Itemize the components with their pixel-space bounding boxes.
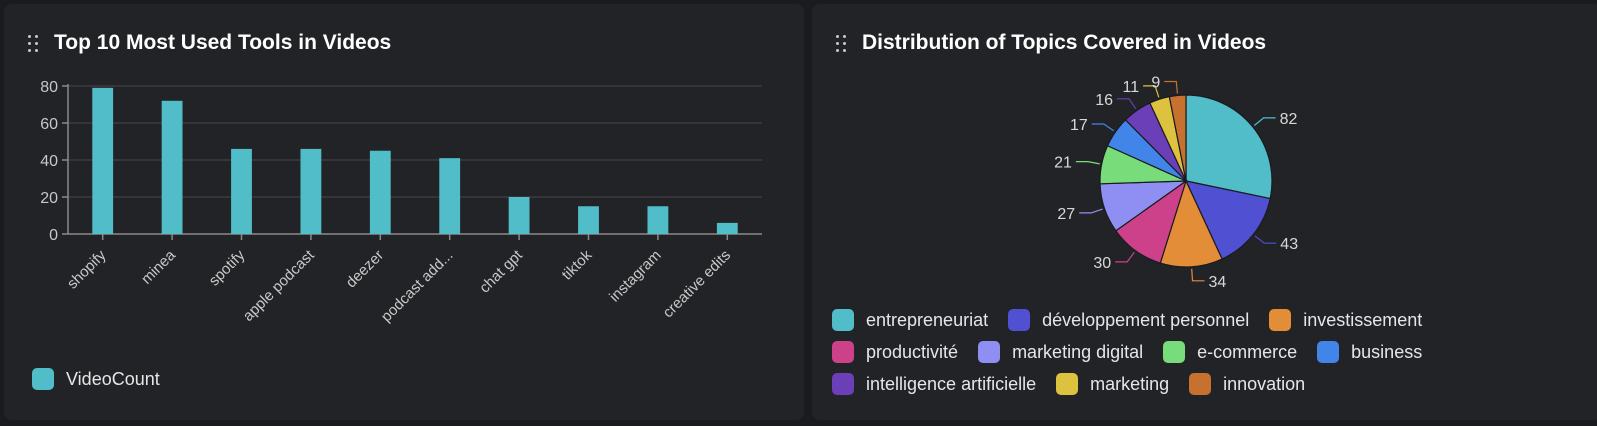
legend-label: VideoCount	[66, 368, 160, 389]
pie-data-label: 17	[1070, 117, 1088, 134]
y-tick-label: 60	[40, 116, 58, 133]
y-tick-label: 80	[40, 79, 58, 96]
legend-item[interactable]: marketing digital	[978, 341, 1163, 363]
bar[interactable]	[300, 148, 322, 234]
pie-label-leader	[1191, 268, 1205, 282]
pie-slice[interactable]	[1159, 179, 1223, 268]
x-tick-label: minea	[138, 246, 179, 287]
legend-label: entrepreneuriat	[866, 309, 989, 330]
bar[interactable]	[231, 148, 252, 234]
pie-chart: 82 43 34 30 27 21 17 16 11 9	[1054, 75, 1298, 291]
panel-topic-distribution: Distribution of Topics Covered in Videos…	[812, 4, 1597, 420]
legend-row: intelligence artificielle marketing innova…	[832, 368, 1532, 400]
pie-data-label: 11	[1122, 79, 1139, 96]
pie-label-leader	[1253, 117, 1276, 126]
pie-data-label: 82	[1280, 111, 1298, 128]
legend-label: développement personnel	[1042, 309, 1250, 330]
pie-label-leader	[1117, 98, 1137, 110]
legend-label: marketing digital	[1012, 341, 1144, 362]
pie-data-label: 16	[1095, 92, 1113, 109]
bar[interactable]	[578, 206, 599, 234]
x-tick-label: deezer	[343, 247, 387, 291]
panel-top-tools: Top 10 Most Used Tools in Videos 0 20 40 60…	[4, 4, 804, 420]
legend-label: business	[1351, 341, 1423, 362]
x-tick-label: instagram	[606, 247, 665, 306]
x-tick-label: creative edits	[660, 247, 735, 322]
x-tick-label: podcast add...	[378, 247, 457, 326]
legend-swatch	[832, 373, 854, 395]
legend-item[interactable]: marketing	[1056, 373, 1189, 395]
legend-item-videocount[interactable]: VideoCount	[32, 368, 180, 390]
pie-data-label: 21	[1054, 155, 1072, 172]
legend-item[interactable]: business	[1317, 341, 1442, 363]
legend-item[interactable]: productivité	[832, 341, 978, 363]
panel-title: Distribution of Topics Covered in Videos	[862, 31, 1267, 54]
legend-label: marketing	[1090, 373, 1170, 394]
bar-legend: VideoCount	[32, 368, 180, 390]
bar[interactable]	[92, 87, 114, 234]
legend-row: productivité marketing digital e-commerce b…	[832, 336, 1532, 368]
panel-header: Top 10 Most Used Tools in Videos	[28, 28, 391, 58]
pie-slice[interactable]	[1184, 180, 1271, 260]
bar[interactable]	[439, 158, 461, 234]
legend-item[interactable]: innovation	[1189, 373, 1325, 395]
legend-item[interactable]: e-commerce	[1163, 341, 1317, 363]
drag-handle-icon[interactable]	[28, 34, 38, 52]
legend-swatch	[1008, 309, 1031, 331]
pie-data-label: 30	[1093, 255, 1111, 272]
legend-swatch	[1056, 373, 1079, 395]
legend-swatch	[832, 341, 854, 363]
x-tick-label: tiktok	[559, 246, 596, 283]
pie-label-leader	[1115, 251, 1135, 263]
legend-item[interactable]: développement personnel	[1008, 309, 1269, 331]
bar[interactable]	[369, 150, 391, 234]
bar[interactable]	[647, 206, 669, 234]
legend-label: innovation	[1223, 373, 1306, 394]
x-tick-label: chat gpt	[476, 246, 526, 296]
pie-slice[interactable]	[1168, 94, 1187, 182]
panel-title: Top 10 Most Used Tools in Videos	[54, 31, 392, 54]
legend-swatch	[1317, 341, 1340, 363]
pie-legend: entrepreneuriat développement personnel in…	[832, 304, 1532, 400]
x-tick-label: spotify	[206, 246, 249, 289]
pie-slice[interactable]	[1185, 94, 1273, 200]
x-tick-label: shopify	[64, 246, 110, 292]
bar[interactable]	[508, 197, 530, 234]
pie-label-leader	[1079, 208, 1103, 214]
x-tick-label: apple podcast	[240, 246, 319, 325]
legend-swatch	[978, 341, 1001, 363]
legend-swatch	[32, 368, 54, 390]
pie-label-leader	[1091, 123, 1115, 132]
drag-handle-icon[interactable]	[836, 34, 846, 52]
pie-label-leader	[1143, 85, 1160, 98]
y-tick-label: 0	[49, 227, 58, 244]
legend-label: e-commerce	[1197, 341, 1298, 362]
legend-item[interactable]: entrepreneuriat	[832, 309, 1008, 331]
panel-header: Distribution of Topics Covered in Videos	[836, 28, 1266, 58]
pie-data-label: 27	[1057, 206, 1075, 223]
pie-data-label: 34	[1209, 274, 1227, 291]
legend-swatch	[1189, 373, 1212, 395]
pie-label-leader	[1254, 235, 1277, 244]
pie-label-leader	[1164, 80, 1178, 94]
bar[interactable]	[161, 100, 183, 234]
legend-row: entrepreneuriat développement personnel in…	[832, 304, 1532, 336]
legend-item[interactable]: investissement	[1269, 309, 1442, 331]
legend-label: intelligence artificielle	[866, 373, 1037, 394]
y-tick-label: 20	[40, 190, 58, 207]
bar[interactable]	[716, 222, 738, 234]
pie-data-label: 9	[1151, 75, 1160, 92]
legend-label: productivité	[866, 341, 959, 362]
y-tick-label: 40	[40, 153, 58, 170]
legend-label: investissement	[1303, 309, 1423, 330]
legend-item[interactable]: intelligence artificielle	[832, 373, 1056, 395]
legend-swatch	[1163, 341, 1186, 363]
legend-swatch	[832, 309, 854, 331]
legend-swatch	[1269, 309, 1292, 331]
pie-data-label: 43	[1280, 236, 1298, 253]
pie-label-leader	[1075, 161, 1100, 165]
